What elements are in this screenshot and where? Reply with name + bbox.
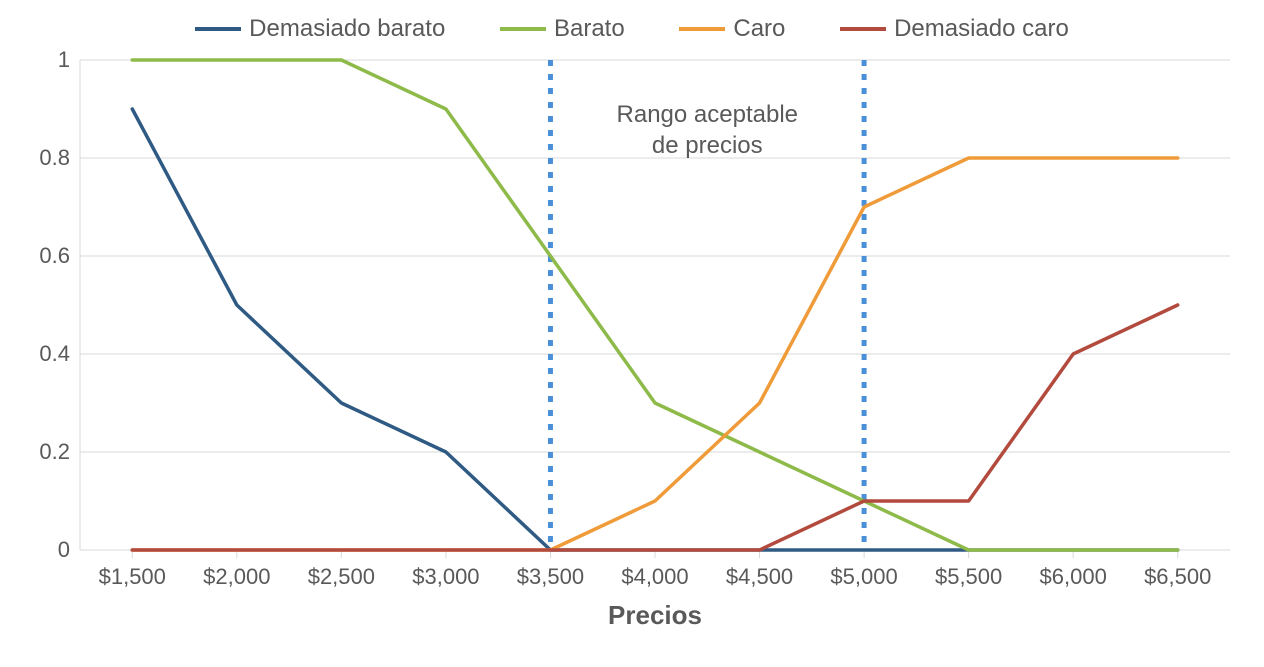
- y-tick-label: 0.8: [39, 145, 70, 171]
- legend-swatch: [500, 27, 546, 31]
- price-sensitivity-chart: Demasiado barato Barato Caro Demasiado c…: [0, 0, 1264, 667]
- x-tick-label: $5,500: [935, 564, 1002, 590]
- y-tick-label: 0: [58, 537, 70, 563]
- x-tick-label: $4,500: [726, 564, 793, 590]
- legend-label: Caro: [733, 15, 785, 43]
- legend-swatch: [840, 27, 886, 31]
- series-line: [132, 305, 1177, 550]
- x-axis-title: Precios: [608, 600, 702, 631]
- legend: Demasiado barato Barato Caro Demasiado c…: [0, 10, 1264, 43]
- x-tick-label: $2,000: [203, 564, 270, 590]
- x-tick-label: $4,000: [621, 564, 688, 590]
- legend-item-caro: Caro: [679, 15, 785, 43]
- x-tick-label: $5,000: [830, 564, 897, 590]
- legend-item-barato: Barato: [500, 15, 625, 43]
- x-tick-label: $1,500: [99, 564, 166, 590]
- x-tick-label: $3,500: [517, 564, 584, 590]
- legend-swatch: [195, 27, 241, 31]
- y-tick-label: 0.6: [39, 243, 70, 269]
- legend-label: Barato: [554, 15, 625, 43]
- y-tick-label: 0.2: [39, 439, 70, 465]
- x-tick-label: $2,500: [308, 564, 375, 590]
- x-tick-label: $3,000: [412, 564, 479, 590]
- y-tick-label: 1: [58, 47, 70, 73]
- legend-label: Demasiado caro: [894, 15, 1069, 43]
- x-tick-label: $6,000: [1040, 564, 1107, 590]
- x-tick-label: $6,500: [1144, 564, 1211, 590]
- legend-item-demasiado-barato: Demasiado barato: [195, 15, 445, 43]
- legend-item-demasiado-caro: Demasiado caro: [840, 15, 1069, 43]
- series-line: [132, 109, 1177, 550]
- annotation-line1: Rango aceptable: [617, 99, 798, 130]
- legend-swatch: [679, 27, 725, 31]
- legend-label: Demasiado barato: [249, 15, 445, 43]
- annotation-line2: de precios: [617, 130, 798, 161]
- y-tick-label: 0.4: [39, 341, 70, 367]
- range-annotation: Rango aceptable de precios: [617, 99, 798, 161]
